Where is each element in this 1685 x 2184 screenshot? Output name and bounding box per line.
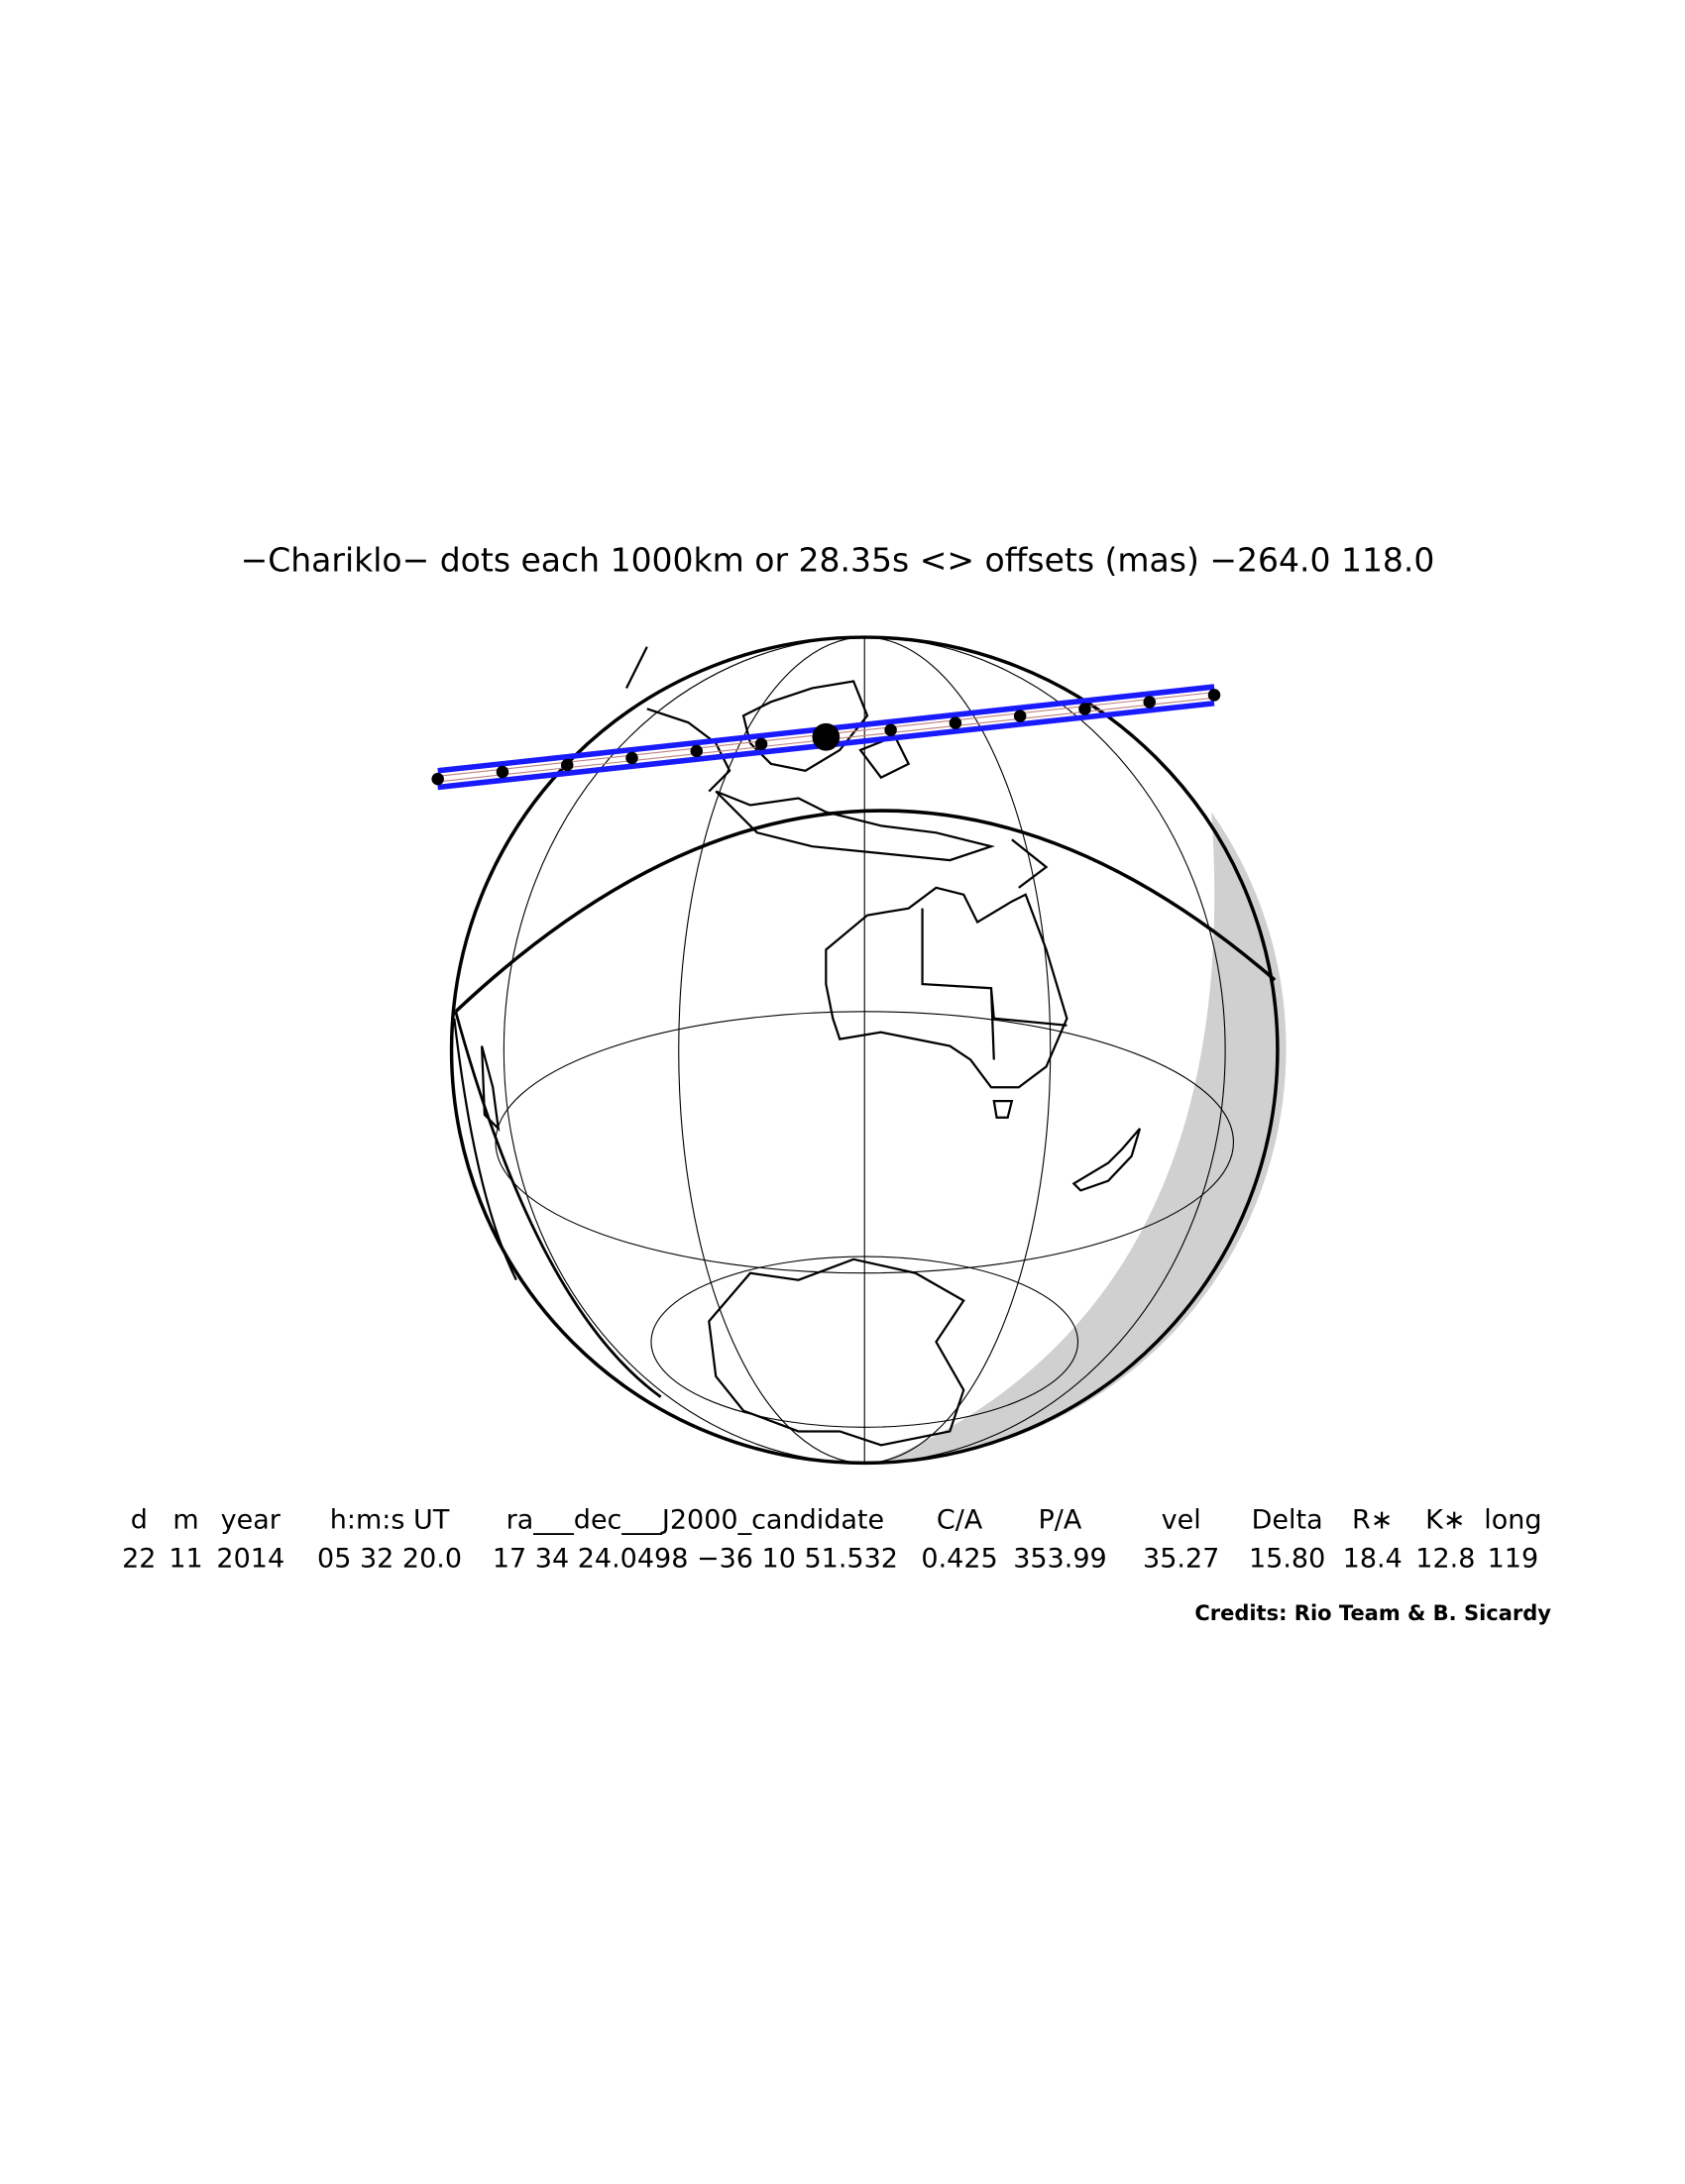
column-header: K∗ xyxy=(1425,1505,1465,1536)
column-header: P/A xyxy=(1039,1505,1082,1536)
path-dot xyxy=(1078,703,1091,715)
path-dot xyxy=(1013,710,1027,722)
path-dot xyxy=(884,723,897,736)
path-dot xyxy=(754,737,768,751)
path-dot xyxy=(690,744,704,758)
night-shade xyxy=(880,812,1287,1463)
column-value: 119 xyxy=(1488,1544,1539,1575)
column-header: h:m:s UT xyxy=(330,1505,450,1536)
column-value: 15.80 xyxy=(1249,1544,1325,1575)
globe xyxy=(431,635,1287,1466)
globe-limb xyxy=(449,635,1280,1466)
column-header: ra___dec___J2000_candidate xyxy=(506,1505,884,1536)
path-dot xyxy=(1207,689,1221,702)
column-value: 2014 xyxy=(216,1544,284,1575)
path-dot xyxy=(949,716,962,729)
path-dot xyxy=(496,765,509,779)
column-value: 22 xyxy=(122,1544,156,1575)
column-header: m xyxy=(172,1505,198,1536)
map-title: −Chariklo− dots each 1000km or 28.35s <>… xyxy=(241,541,1435,580)
column-value: 0.425 xyxy=(921,1544,997,1575)
column-value: 18.4 xyxy=(1343,1544,1403,1575)
terminator xyxy=(454,809,1277,1014)
column-header: R∗ xyxy=(1352,1505,1393,1536)
path-dot xyxy=(625,751,638,765)
path-dot xyxy=(431,772,444,786)
column-value: 35.27 xyxy=(1143,1544,1219,1575)
path-dot xyxy=(812,722,841,751)
column-header: long xyxy=(1484,1505,1541,1536)
column-header: year xyxy=(221,1505,281,1536)
path-dot xyxy=(560,758,574,772)
column-value: 17 34 24.0498 −36 10 51.532 xyxy=(493,1544,898,1575)
column-header: vel xyxy=(1162,1505,1201,1536)
column-value: 05 32 20.0 xyxy=(317,1544,462,1575)
circumstances-table: d m year h:m:s UT ra___dec___J2000_candidate… xyxy=(122,1505,1541,1575)
path-dot xyxy=(1143,696,1156,709)
terminator-back xyxy=(454,1011,662,1398)
column-header: C/A xyxy=(937,1505,983,1536)
column-value: 353.99 xyxy=(1013,1544,1106,1575)
column-header: Delta xyxy=(1252,1505,1323,1536)
graticule xyxy=(495,636,1235,1464)
column-value: 11 xyxy=(168,1544,202,1575)
shadow-path xyxy=(431,684,1221,791)
column-value: 12.8 xyxy=(1415,1544,1475,1575)
column-header: d xyxy=(131,1505,148,1536)
credits: Credits: Rio Team & B. Sicardy xyxy=(1194,1601,1551,1625)
